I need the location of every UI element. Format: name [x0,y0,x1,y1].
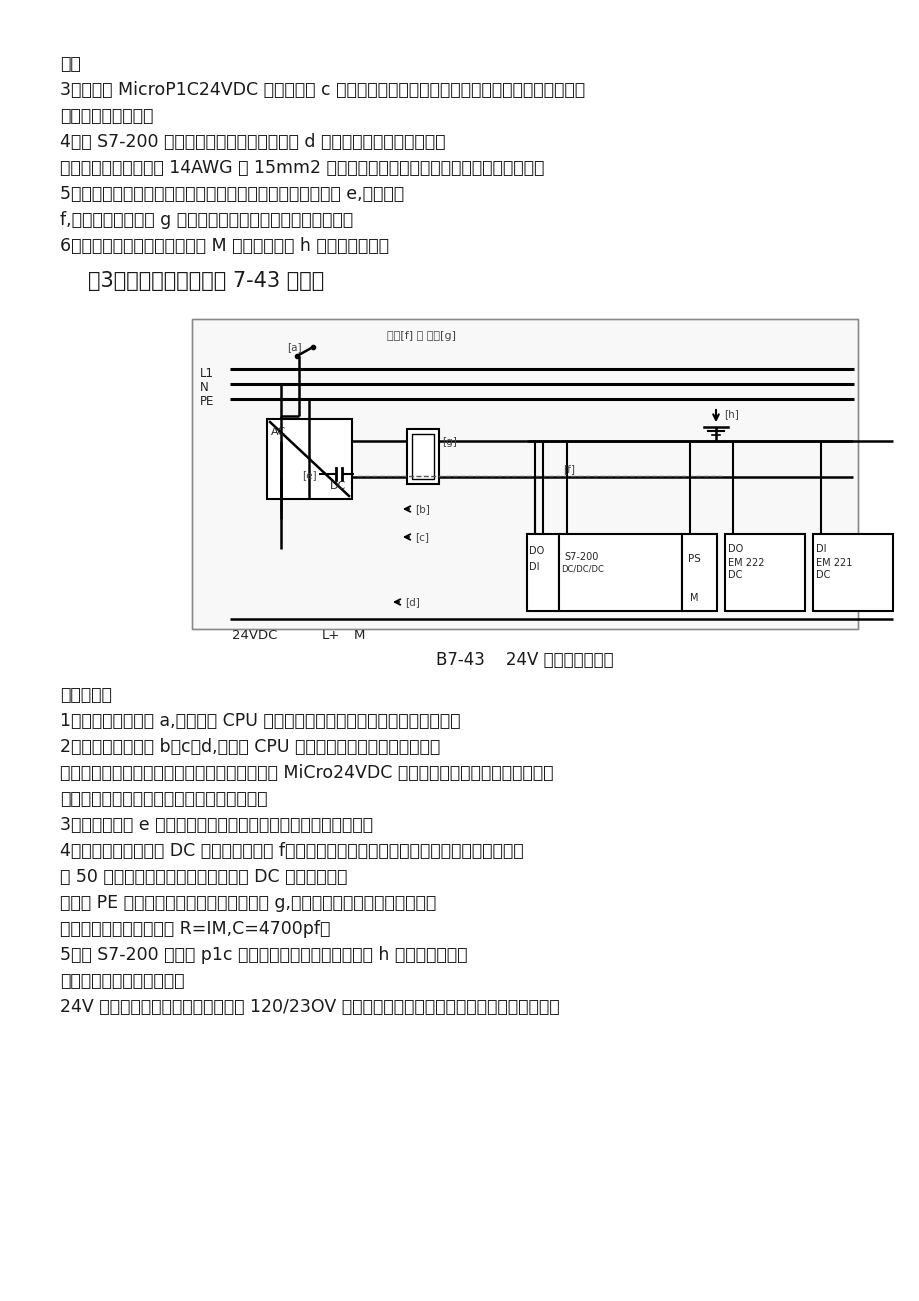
Text: 流保护。因为传感器电源内部具有限流功能。: 流保护。因为传感器电源内部具有限流功能。 [60,790,267,808]
Text: 接地，以提高抗干扰能力。: 接地，以提高抗干扰能力。 [60,972,185,990]
Bar [559,533,681,611]
Text: EM 221: EM 221 [815,558,851,569]
Bar [192,319,857,628]
Text: 5）本机单元的直流传感器电源可用来为本机单元的直流输入 e,扩展模块: 5）本机单元的直流传感器电源可用来为本机单元的直流输入 e,扩展模块 [60,185,403,203]
Text: 3）用外部电容 e 来保证在负载自变时得到一个稳定的直流电压。: 3）用外部电容 e 来保证在负载自变时得到一个稳定的直流电压。 [60,816,372,834]
Text: 丝。: 丝。 [60,55,81,73]
Text: [g]: [g] [441,437,457,448]
Text: M: M [689,593,698,602]
Text: 24VDC: 24VDC [232,628,277,641]
Text: DC/DC/DC: DC/DC/DC [561,565,603,572]
Text: [d]: [d] [404,597,419,608]
Text: f,以及输出扩展模块 g 供电。传感器电源具有短路保护功能。: f,以及输出扩展模块 g 供电。传感器电源具有短路保护功能。 [60,211,353,229]
Bar [412,435,434,479]
Text: 在每个输出点加上保险丝进行过流保护。当使用 MiCro24VDC 传感器电源时不用输入点的外部过: 在每个输出点加上保险丝进行过流保护。当使用 MiCro24VDC 传感器电源时不… [60,764,553,782]
Text: 24V 直流电源回路与设备之间，以及 120/23OV 交流电源与危险环境之间，必须进行电气隔离。: 24V 直流电源回路与设备之间，以及 120/23OV 交流电源与危险环境之间，… [60,998,559,1016]
Bar [681,533,716,611]
Text: L1: L1 [199,367,214,380]
Text: [e]: [e] [301,470,316,480]
Text: 4）将 S7-200 的所有地线端子同最近接地点 d 相连接以提高抗干扰能力。: 4）将 S7-200 的所有地线端子同最近接地点 d 相连接以提高抗干扰能力。 [60,133,445,151]
Text: L+: L+ [322,628,340,641]
Text: 浮地[f] 或 接地[g]: 浮地[f] 或 接地[g] [387,330,456,341]
Text: DO: DO [727,544,743,554]
Text: PE: PE [199,396,214,409]
Text: AC: AC [271,427,286,437]
Text: 提供高频噪声通路。常取 R=IM,C=4700pf。: 提供高频噪声通路。常取 R=IM,C=4700pf。 [60,920,330,938]
Text: [b]: [b] [414,503,429,514]
Text: 于 50 兆欧）可以抑制噪声，在未接地 DC 电源的公共地: 于 50 兆欧）可以抑制噪声，在未接地 DC 电源的公共地 [60,868,347,886]
Text: DC: DC [330,481,346,490]
Bar [812,533,892,611]
Text: EM 222: EM 222 [727,558,764,569]
Text: 5）将 S7-200 西门子 p1c 所有的接地端子同最近接地点 h 连接，采用一点: 5）将 S7-200 西门子 p1c 所有的接地端子同最近接地点 h 连接，采用… [60,946,467,964]
Text: M: M [354,628,365,641]
Text: 6）在安装中如把传感器的供电 M 端子接到地上 h 可以抑制噪声。: 6）在安装中如把传感器的供电 M 端子接到地上 h 可以抑制噪声。 [60,237,389,255]
Text: DI: DI [815,544,825,554]
Bar [267,419,352,500]
Text: 4）在应用中把所有的 DC 电源接地或浮地 f（即把全机浮空，整个系统与大地的绝缘电阱不能小: 4）在应用中把所有的 DC 电源接地或浮地 f（即把全机浮空，整个系统与大地的绝… [60,842,523,860]
Text: [h]: [h] [723,409,738,419]
Bar [406,429,438,484]
Text: N: N [199,381,209,394]
Text: DC: DC [815,570,830,580]
Text: B7-43    24V 直流电源的安装: B7-43 24V 直流电源的安装 [436,650,613,669]
Text: 所有的接地端子都使用 14AWG 或 15mm2 的电线连接到独立接地点上（也称一点接地）。: 所有的接地端子都使用 14AWG 或 15mm2 的电线连接到独立接地点上（也称… [60,159,544,177]
Text: 接线说明：: 接线说明： [60,686,112,704]
Text: [c]: [c] [414,532,428,543]
Text: DI: DI [528,562,539,572]
Text: S7-200: S7-200 [563,552,597,562]
Bar [527,533,559,611]
Text: 具有短路保护功能。: 具有短路保护功能。 [60,107,153,125]
Text: PS: PS [687,554,700,565]
Text: [a]: [a] [287,342,301,353]
Bar [724,533,804,611]
Text: 3）当使用 MicroP1C24VDC 传感器电源 c 时可以取消输入点的外部过流保护，因为该传感器电源: 3）当使用 MicroP1C24VDC 传感器电源 c 时可以取消输入点的外部过… [60,81,584,99]
Text: 1）用一个单极开关 a,将电源同 CPU 所有的输入电路和输出（负载）电路隔开。: 1）用一个单极开关 a,将电源同 CPU 所有的输入电路和输出（负载）电路隔开。 [60,712,460,730]
Text: 2）用过流保护设备 b、c、d,来保护 CPU 电源、输出点，以及输入点。或: 2）用过流保护设备 b、c、d,来保护 CPU 电源、输出点，以及输入点。或 [60,738,440,756]
Text: DO: DO [528,546,544,556]
Bar [192,319,857,628]
Text: DC: DC [727,570,742,580]
Text: （3）直流电源安装如图 7-43 所示。: （3）直流电源安装如图 7-43 所示。 [88,271,323,291]
Text: [f]: [f] [562,464,574,474]
Text: 保护线 PE 之间串联电阱与电容的并联回路 g,电阱提供了静电释放通路，电容: 保护线 PE 之间串联电阱与电容的并联回路 g,电阱提供了静电释放通路，电容 [60,894,436,912]
